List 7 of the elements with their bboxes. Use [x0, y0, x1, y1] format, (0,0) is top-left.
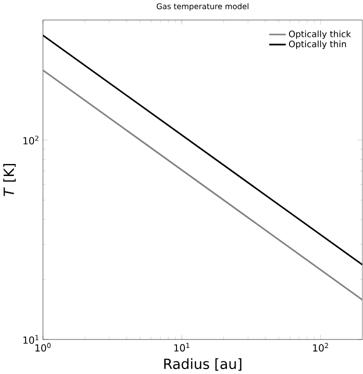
x-tick-label: 10$^{2}$	[313, 342, 328, 352]
legend-label: Optically thin	[289, 40, 346, 49]
x-tick-label: 10$^{0}$	[36, 342, 51, 352]
x-axis-title: Radius [au]	[164, 358, 242, 371]
legend-label: Optically thick	[289, 30, 352, 39]
x-tick-label: 10$^{1}$	[174, 342, 190, 352]
y-axis-title: T [K]	[3, 164, 16, 196]
